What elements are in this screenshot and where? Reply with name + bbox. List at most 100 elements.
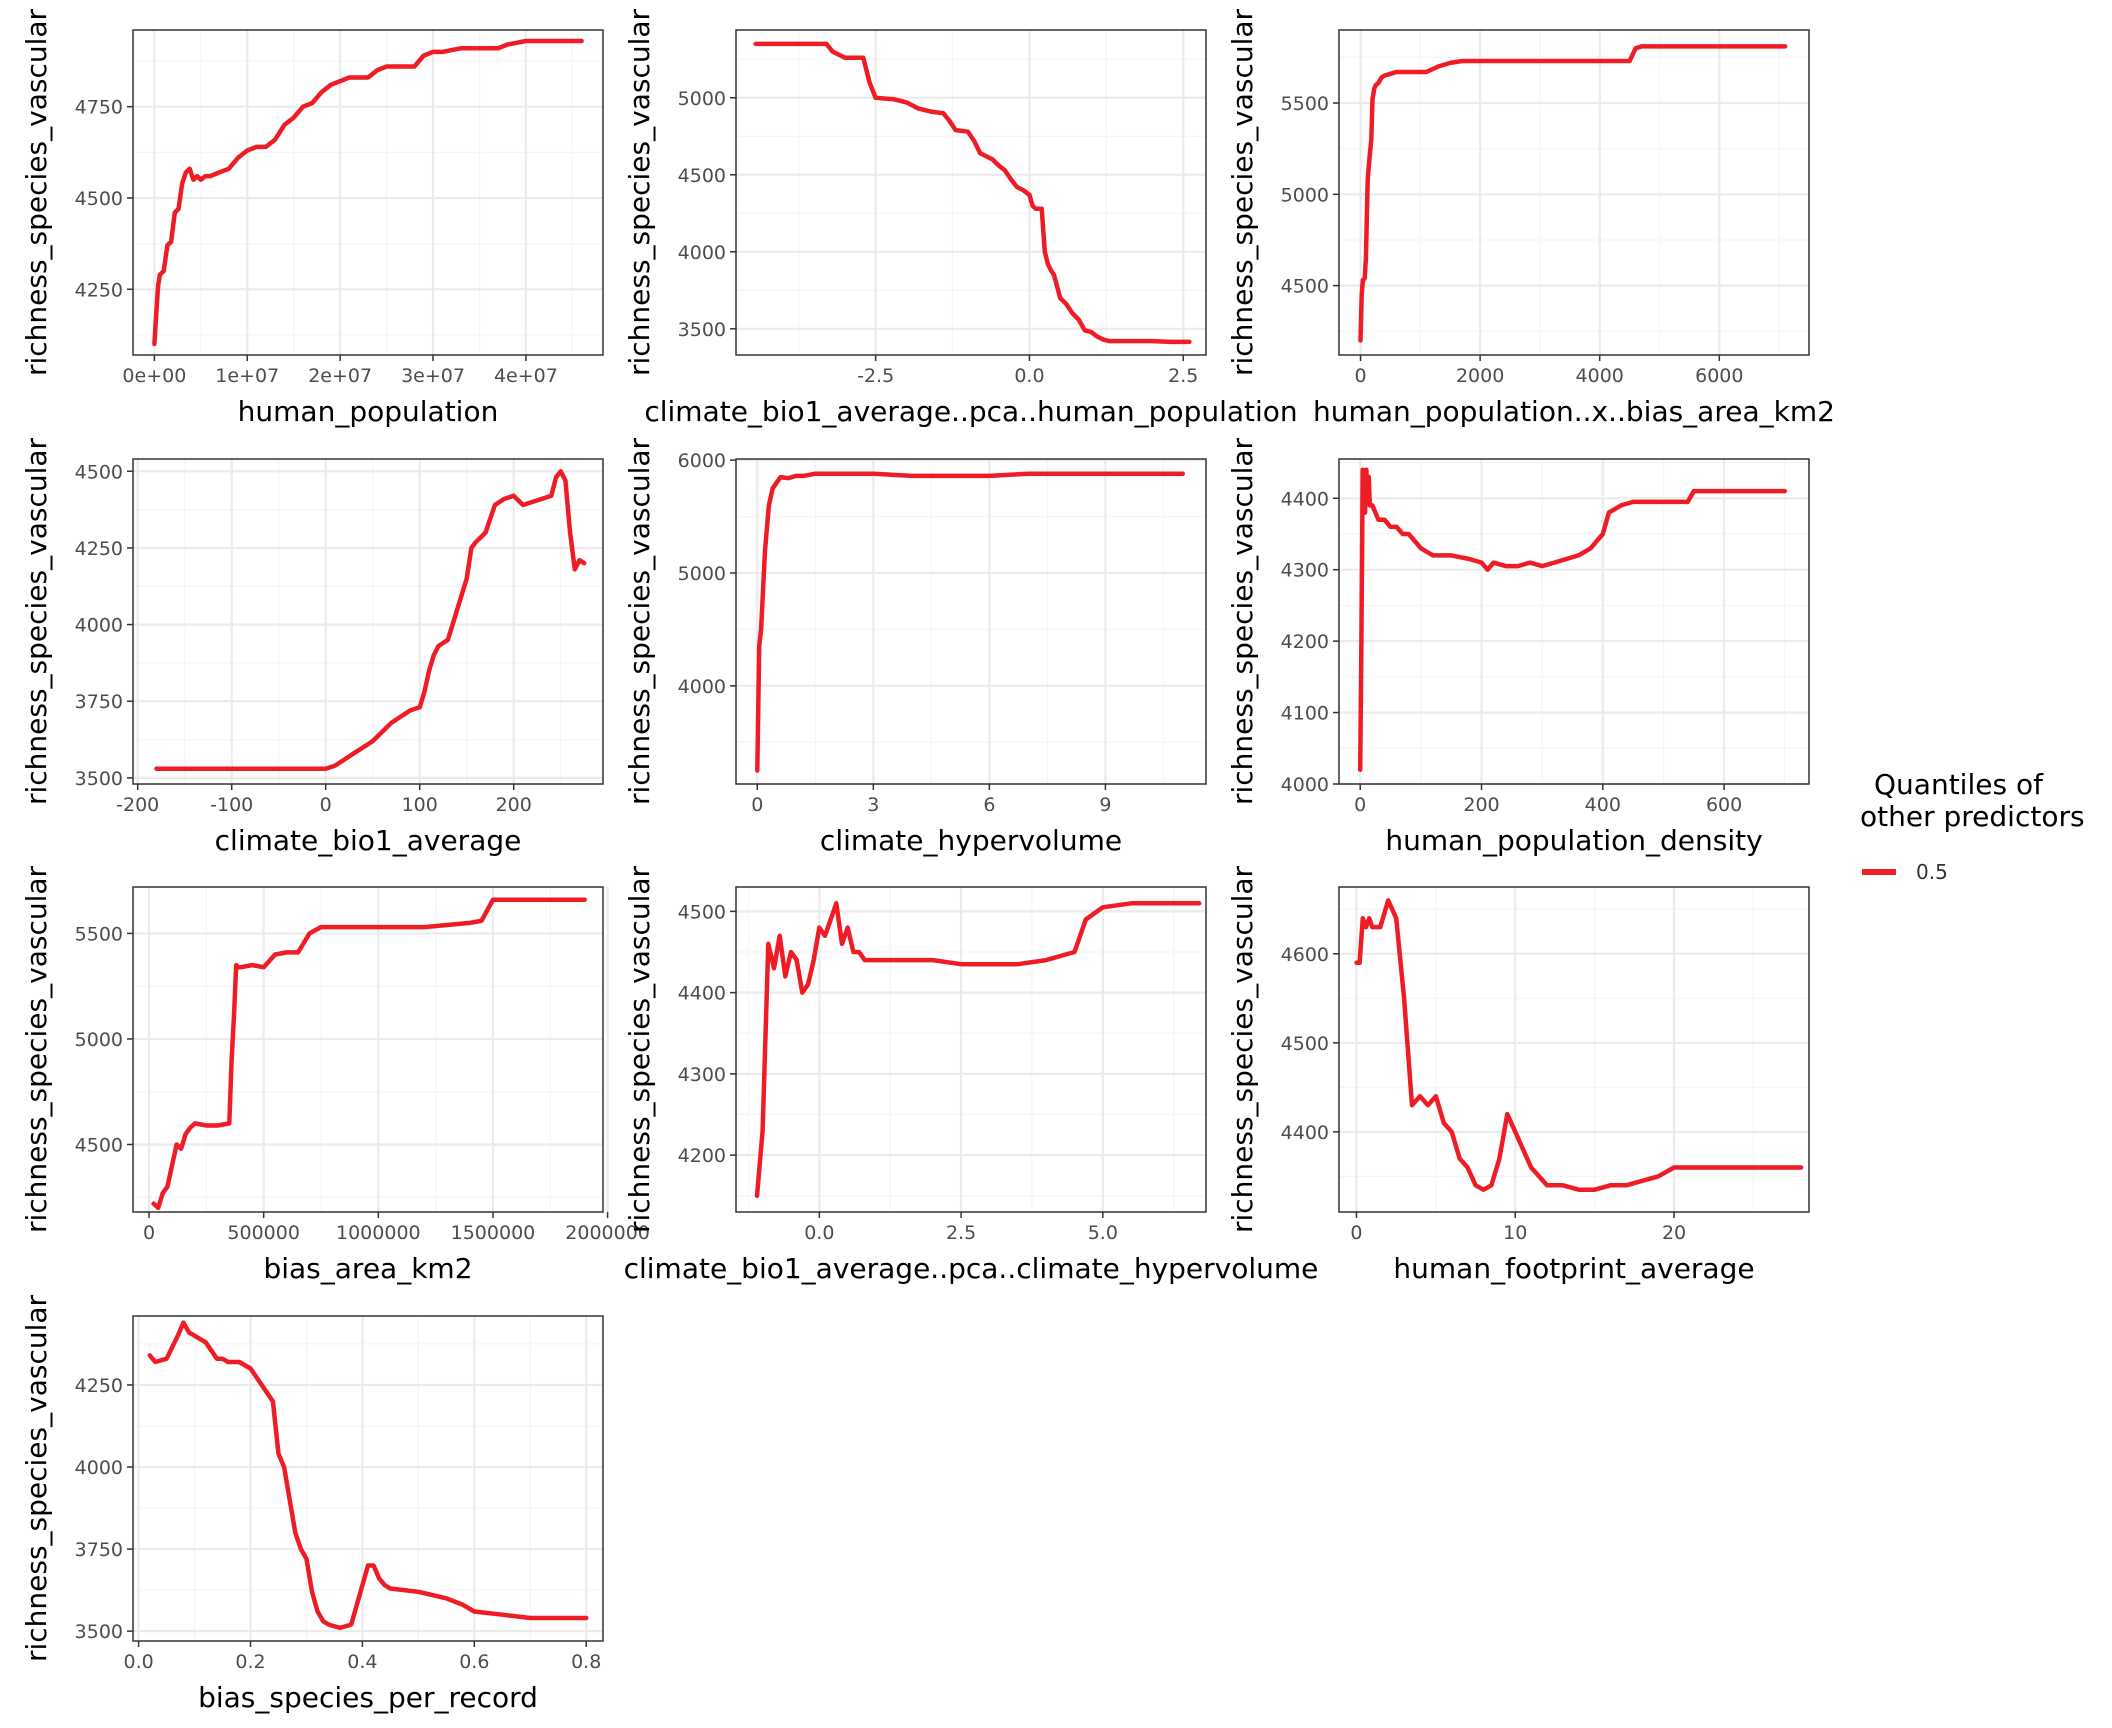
y-tick-label: 4500 [75,461,123,483]
panel-10: 0.0 0.2 0.4 0.6 0.8 3500 3750 4000 4250 bias_spec… [20,1294,604,1714]
panel-9: 0 10 20 4400 4500 4600 human_footprint_average… [1226,865,1810,1285]
y-tick-label: 3750 [75,691,123,713]
x-tick-label: 0.4 [347,1651,377,1673]
panel-border [735,886,1207,1213]
y-axis-title: richness_species_vascular [623,8,656,376]
y-tick-label: 4300 [1281,560,1329,582]
y-tick-label: 3500 [678,319,726,341]
y-tick-label: 4000 [75,1457,123,1479]
x-tick-label: 3 [867,794,879,816]
x-tick-label: 2.5 [1168,365,1198,387]
x-tick-label: 400 [1585,794,1621,816]
y-tick-label: 4000 [678,242,726,264]
series-line [147,1320,589,1631]
panel-border [132,886,604,1213]
x-tick-label: 0 [143,1222,155,1244]
x-axis-title: bias_species_per_record [198,1681,538,1714]
y-tick-label: 5000 [678,563,726,585]
x-tick-label: 200 [1463,794,1499,816]
series-line [1358,44,1788,343]
y-axis-title: richness_species_vascular [20,437,53,805]
x-tick-label: 2000 [1456,365,1504,387]
panel-border [735,458,1207,785]
x-axis-title: climate_hypervolume [820,824,1122,857]
x-axis-title: bias_area_km2 [263,1252,472,1285]
x-tick-label: 0 [751,794,763,816]
series-line [154,469,587,771]
x-tick-label: 0 [1354,794,1366,816]
x-tick-label: 200 [496,794,532,816]
x-tick-label: 600 [1706,794,1742,816]
y-tick-label: 4250 [75,538,123,560]
y-tick-label: 4500 [1281,276,1329,298]
x-tick-label: 9 [1099,794,1111,816]
y-tick-label: 4500 [678,901,726,923]
panel-border [132,458,604,785]
x-tick-label: 2.5 [946,1222,976,1244]
panel-border [1338,458,1810,785]
x-tick-label: 0e+00 [122,365,186,387]
y-tick-label: 3750 [75,1539,123,1561]
x-tick-label: 0.2 [235,1651,265,1673]
panel-4: -200 -100 0 100 200 3500 3750 4000 4250 4500 clima… [20,437,604,857]
y-tick-label: 4000 [1281,774,1329,796]
y-tick-label: 3500 [75,768,123,790]
series-line [754,901,1202,1199]
panel-border [735,29,1207,356]
x-axis-title: human_population_density [1385,824,1762,857]
y-tick-label: 4000 [75,615,123,637]
x-axis-title: human_population..x..bias_area_km2 [1313,395,1835,428]
x-tick-label: 0.0 [1014,365,1044,387]
x-tick-label: -100 [210,794,253,816]
series-line [753,41,1192,345]
x-tick-label: 2e+07 [308,365,372,387]
y-tick-label: 4500 [75,1134,123,1156]
x-tick-label: 1500000 [451,1222,536,1244]
x-tick-label: 20 [1662,1222,1686,1244]
legend-title-line1: Quantiles of [1874,768,2044,801]
panel-8: 0.0 2.5 5.0 4200 4300 4400 4500 climate_bio1_av… [623,865,1318,1285]
y-tick-label: 4500 [678,165,726,187]
y-axis-title: richness_species_vascular [1226,437,1259,805]
panel-3: 0 2000 4000 6000 4500 5000 5500 human_populatio… [1226,8,1835,428]
y-tick-label: 5000 [678,88,726,110]
y-tick-label: 4250 [75,279,123,301]
y-tick-label: 4500 [75,188,123,210]
y-tick-label: 4000 [678,676,726,698]
series-line [1357,467,1787,772]
panel-border [1338,29,1810,356]
y-tick-label: 4750 [75,97,123,119]
x-tick-label: 100 [402,794,438,816]
x-axis-title: human_population [238,395,499,428]
panel-border [132,29,604,356]
x-axis-title: climate_bio1_average..pca..human_populat… [644,395,1297,428]
y-axis-title: richness_species_vascular [20,1294,53,1662]
series-line [152,38,584,347]
x-tick-label: 1000000 [336,1222,421,1244]
series-line [151,897,587,1211]
y-tick-label: 6000 [678,450,726,472]
x-tick-label: 500000 [227,1222,300,1244]
x-tick-label: 0 [1350,1222,1362,1244]
x-axis-title: human_footprint_average [1393,1252,1754,1285]
x-tick-label: 10 [1503,1222,1527,1244]
y-tick-label: 3500 [75,1621,123,1643]
x-tick-label: 1e+07 [215,365,279,387]
panel-5: 0 3 6 9 4000 5000 6000 climate_hypervolume richn… [623,437,1207,857]
y-tick-label: 5000 [75,1029,123,1051]
x-tick-label: 5.0 [1088,1222,1118,1244]
y-tick-label: 5000 [1281,184,1329,206]
y-tick-label: 5500 [1281,93,1329,115]
y-tick-label: 4200 [678,1145,726,1167]
y-axis-title: richness_species_vascular [20,865,53,1233]
series-line [1354,898,1804,1192]
y-tick-label: 4200 [1281,631,1329,653]
x-tick-label: 3e+07 [401,365,465,387]
x-tick-label: 0.0 [804,1222,834,1244]
legend-title-line2: other predictors [1860,800,2085,833]
x-tick-label: 0 [320,794,332,816]
panel-border [132,1315,604,1642]
series-line [755,471,1186,773]
y-tick-label: 4400 [1281,488,1329,510]
